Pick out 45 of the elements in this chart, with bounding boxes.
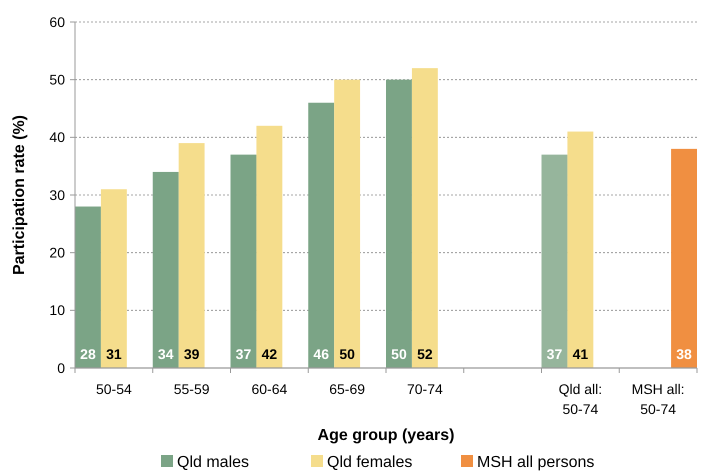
data-label: 28	[80, 346, 96, 362]
x-tick-label: 50-54	[96, 381, 132, 397]
data-label: 50	[339, 346, 356, 362]
bar	[412, 68, 438, 368]
y-tick-label: 10	[49, 302, 66, 318]
bar	[178, 143, 205, 368]
y-tick-label: 30	[49, 186, 66, 203]
bar	[386, 80, 412, 368]
x-tick-label: 60-64	[251, 381, 288, 397]
y-tick-label: 40	[49, 129, 66, 146]
bar	[671, 148, 697, 368]
bar	[75, 206, 101, 368]
bar	[542, 154, 568, 368]
bar	[567, 132, 594, 368]
bar	[256, 126, 282, 368]
y-tick-label: 60	[49, 14, 66, 30]
legend-label: Qld females	[327, 454, 412, 471]
data-label: 38	[676, 346, 692, 362]
x-tick-label: 55-59	[174, 381, 210, 397]
bar	[152, 172, 179, 368]
data-label: 39	[184, 346, 200, 362]
data-label: 50	[391, 346, 407, 362]
data-label: 41	[572, 346, 588, 362]
bar	[100, 189, 127, 368]
legend-label: Qld males	[177, 454, 250, 471]
data-label: 46	[313, 346, 330, 362]
x-tick-label: MSH all: 50-74	[632, 381, 685, 417]
data-label: 52	[417, 346, 433, 362]
y-tick-label: 20	[49, 244, 66, 261]
y-tick-label: 50	[49, 72, 66, 88]
data-label: 34	[158, 346, 174, 362]
x-tick-label: 65-69	[329, 381, 366, 397]
x-axis-title: Age group (years)	[318, 427, 454, 444]
x-tick-label: 70-74	[406, 381, 443, 397]
bar	[308, 102, 334, 368]
x-tick-label: Qld all: 50-74	[558, 381, 602, 417]
bar	[334, 80, 360, 368]
y-axis-title: Participation rate (%)	[11, 114, 28, 276]
bar	[230, 154, 256, 368]
legend-label: MSH all persons	[477, 454, 594, 471]
data-label: 37	[546, 346, 562, 362]
data-label: 37	[236, 346, 252, 362]
data-label: 31	[106, 346, 122, 362]
data-label: 42	[262, 346, 278, 362]
y-tick-label: 0	[57, 360, 66, 376]
